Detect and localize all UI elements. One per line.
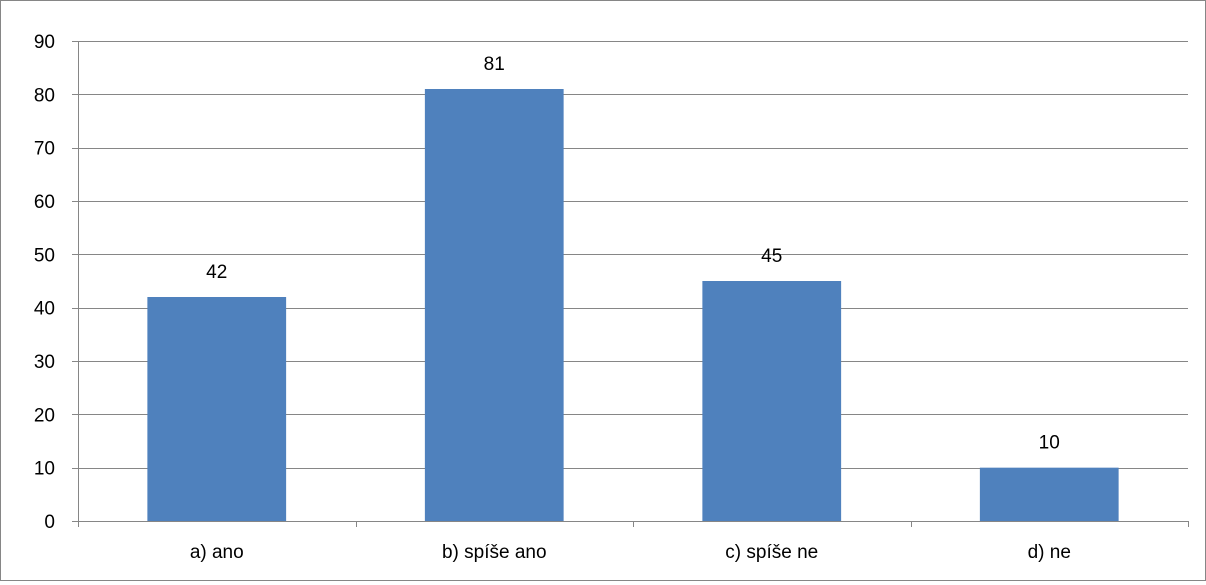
y-tick-label: 50 <box>34 245 55 266</box>
y-tick-label: 0 <box>44 512 55 533</box>
x-tick-label: d) ne <box>1028 542 1071 563</box>
data-label: 10 <box>1039 433 1060 454</box>
y-tick-label: 80 <box>34 85 55 106</box>
y-tick-label: 20 <box>34 405 55 426</box>
bars <box>147 89 1119 521</box>
y-tick-label: 40 <box>34 299 55 320</box>
x-tick-label: a) ano <box>190 542 244 563</box>
bar <box>702 281 842 521</box>
bar <box>147 297 287 521</box>
bar <box>424 89 564 521</box>
x-tick-label: c) spíše ne <box>725 542 818 563</box>
data-label: 45 <box>761 246 782 267</box>
y-tick-label: 90 <box>34 32 55 53</box>
y-tick-label: 10 <box>34 459 55 480</box>
data-label: 81 <box>484 54 505 75</box>
data-label: 42 <box>206 262 227 283</box>
y-tick-label: 70 <box>34 139 55 160</box>
x-tick-label: b) spíše ano <box>442 542 547 563</box>
labels: 0 10 20 30 40 50 60 70 80 90 42 a) ano 81 b) spíše an… <box>34 32 1071 563</box>
y-tick-label: 60 <box>34 192 55 213</box>
bar <box>979 467 1119 521</box>
axes <box>72 41 1189 527</box>
y-tick-label: 30 <box>34 352 55 373</box>
